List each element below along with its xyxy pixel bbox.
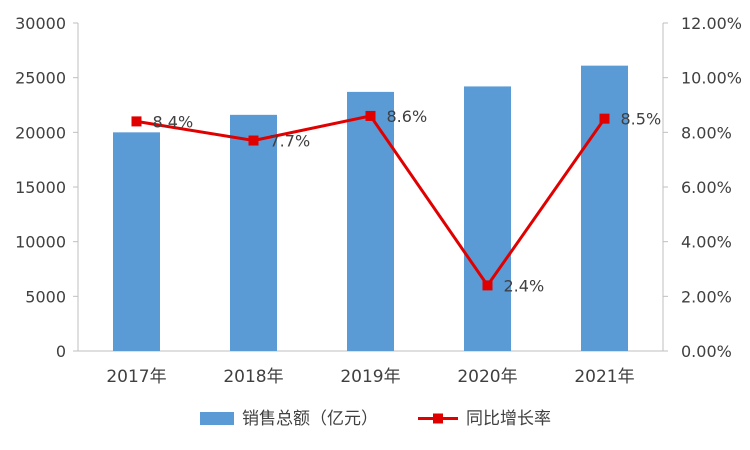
growth-marker [365, 110, 376, 121]
right-tick-label: 4.00% [681, 233, 732, 252]
legend: 销售总额（亿元） 同比增长率 [200, 409, 551, 429]
legend-label-growth: 同比增长率 [466, 409, 551, 429]
legend-swatch-sales [200, 412, 234, 425]
growth-data-label: 8.4% [153, 112, 194, 131]
growth-data-label: 8.6% [387, 107, 428, 126]
x-tick-label: 2020年 [457, 367, 517, 387]
x-tick-label: 2019年 [340, 367, 400, 387]
left-tick-label: 25000 [15, 69, 66, 88]
right-tick-label: 6.00% [681, 178, 732, 197]
legend-label-sales: 销售总额（亿元） [242, 409, 378, 429]
left-tick-label: 0 [56, 342, 66, 361]
x-tick-label: 2018年 [223, 367, 283, 387]
x-tick-label: 2021年 [574, 367, 634, 387]
bar-2018 [230, 114, 277, 351]
growth-marker [599, 113, 610, 124]
growth-marker [482, 280, 493, 291]
right-tick-label: 8.00% [681, 123, 732, 142]
x-tick-label: 2017年 [106, 367, 166, 387]
legend-marker-growth [433, 413, 443, 424]
bar-2017 [113, 132, 160, 351]
growth-data-label: 2.4% [504, 276, 545, 295]
left-tick-label: 5000 [25, 287, 66, 306]
growth-marker [248, 135, 259, 146]
left-tick-label: 15000 [15, 178, 66, 197]
bar-2021 [581, 65, 628, 351]
right-tick-label: 10.00% [681, 69, 742, 88]
right-tick-label: 2.00% [681, 287, 732, 306]
left-tick-label: 30000 [15, 14, 66, 33]
growth-data-label: 8.5% [621, 110, 662, 129]
bar-2020 [464, 86, 511, 351]
growth-data-label: 7.7% [270, 132, 311, 151]
right-tick-label: 12.00% [681, 14, 742, 33]
growth-marker [131, 116, 142, 127]
right-tick-label: 0.00% [681, 342, 732, 361]
plot-area: 0 5000 10000 15000 20000 25000 30000 0.00% 2.00%… [15, 14, 742, 387]
left-tick-label: 20000 [15, 123, 66, 142]
left-tick-label: 10000 [15, 233, 66, 252]
bar-2019 [347, 91, 394, 351]
